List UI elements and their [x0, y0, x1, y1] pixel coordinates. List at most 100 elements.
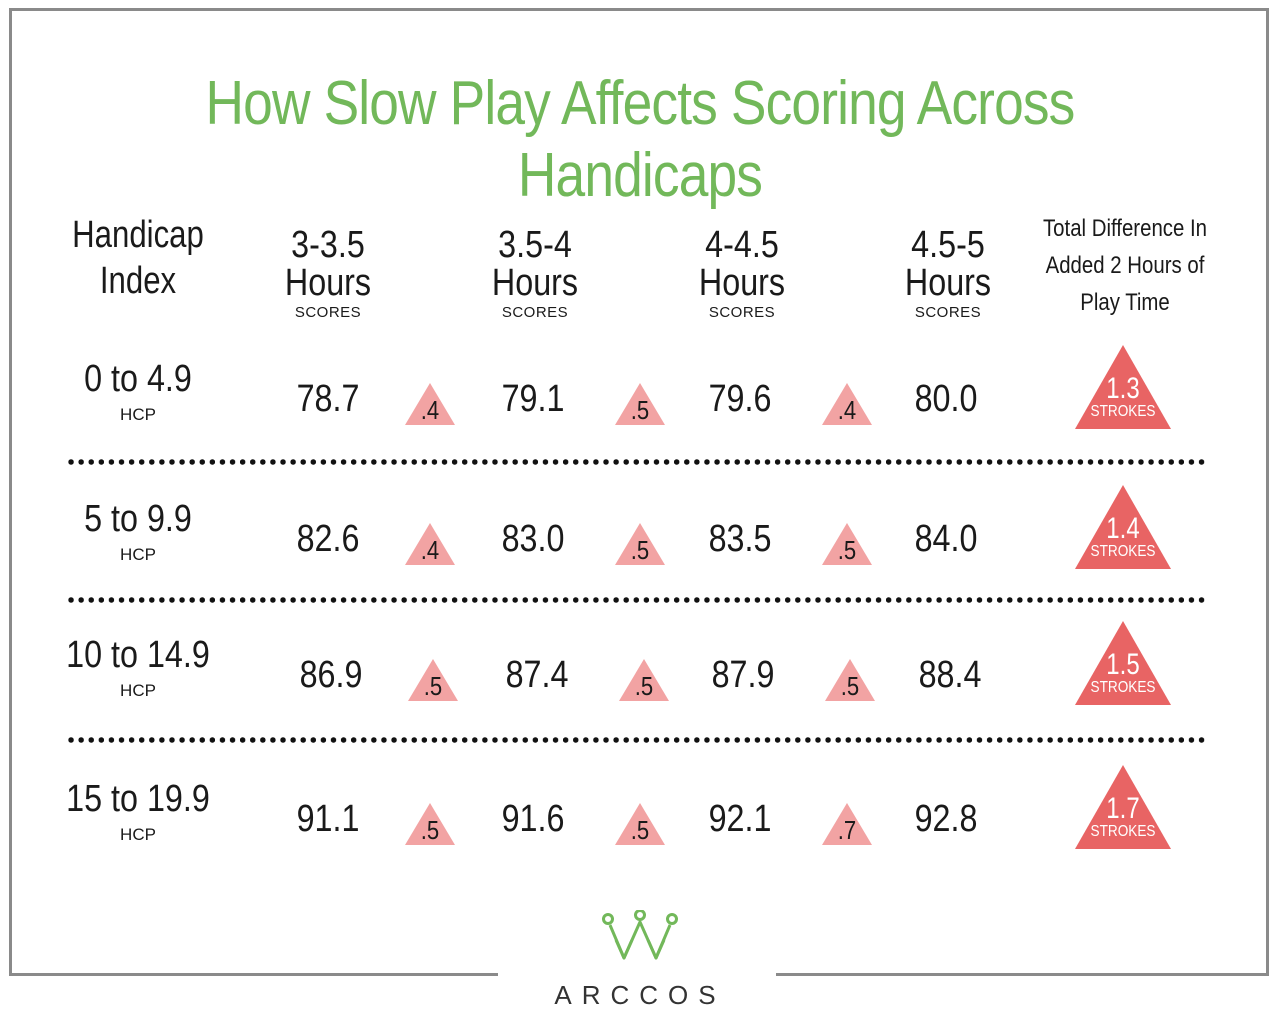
delta-value: .4 [420, 535, 440, 565]
header-col-range: 4-4.5 [705, 224, 779, 266]
handicap-range: 10 to 14.9 [66, 634, 210, 676]
row-divider [66, 737, 1208, 743]
table-row-15-19.9: 15 to 19.9 HCP 91.1 .5 91.6 .5 92.1 .7 9… [0, 765, 1280, 897]
table-row-10-14.9: 10 to 14.9 HCP 86.9 .5 87.4 .5 87.9 .5 8… [0, 621, 1280, 753]
score-cell: 92.1 [708, 798, 772, 840]
total-triangle: 1.5 STROKES [1075, 621, 1171, 705]
delta-value: .5 [630, 815, 650, 845]
handicap-range: 15 to 19.9 [66, 778, 210, 820]
header-total-difference: Total Difference In Added 2 Hours of Pla… [1042, 215, 1208, 316]
total-unit: STROKES [1090, 679, 1156, 696]
handicap-cell: 15 to 19.9 HCP [48, 777, 228, 849]
score-cell: 92.8 [914, 798, 978, 840]
delta-value: .5 [423, 671, 443, 701]
hcp-label: HCP [120, 405, 156, 424]
delta-triangle: .7 [820, 801, 874, 847]
delta-triangle: .5 [617, 657, 671, 703]
delta-triangle: .5 [613, 521, 667, 567]
header-handicap-index: Handicap Index [72, 214, 204, 302]
header-col-4: 4.5-5 Hours SCORES [858, 226, 1038, 324]
handicap-range: 0 to 4.9 [84, 358, 192, 400]
delta-triangle: .5 [823, 657, 877, 703]
header-col-unit: Hours [698, 262, 786, 304]
delta-value: .5 [840, 671, 860, 701]
header-col-sub: SCORES [294, 304, 362, 321]
page-title: How Slow Play Affects Scoring Across Han… [205, 69, 1076, 210]
row-divider [66, 459, 1208, 465]
header-col-range: 3.5-4 [498, 224, 572, 266]
frame-bottom-right [776, 973, 1269, 976]
header-col-unit: Hours [904, 262, 992, 304]
total-unit: STROKES [1090, 823, 1156, 840]
triangle-icon [1075, 621, 1171, 705]
header-col-range: 4.5-5 [911, 224, 985, 266]
header-col-sub: SCORES [708, 304, 776, 321]
triangle-icon [405, 803, 455, 845]
delta-value: .5 [420, 815, 440, 845]
triangle-icon [408, 659, 458, 701]
triangle-icon [1075, 485, 1171, 569]
handicap-cell: 0 to 4.9 HCP [48, 357, 228, 429]
score-cell: 82.6 [296, 518, 360, 560]
arccos-logo: ARCCOS [540, 908, 740, 1010]
score-cell: 79.1 [501, 378, 565, 420]
triangle-icon [822, 523, 872, 565]
row-divider [66, 597, 1208, 603]
triangle-icon [615, 383, 665, 425]
header-col-1: 3-3.5 Hours SCORES [238, 226, 418, 324]
total-value: 1.5 [1106, 648, 1140, 681]
delta-triangle: .5 [613, 801, 667, 847]
score-cell: 79.6 [708, 378, 772, 420]
score-cell: 91.1 [296, 798, 360, 840]
delta-value: .4 [420, 395, 440, 425]
triangle-icon [822, 803, 872, 845]
table-row-5-9.9: 5 to 9.9 HCP 82.6 .4 83.0 .5 83.5 .5 84.… [0, 485, 1280, 617]
header-col-3: 4-4.5 Hours SCORES [652, 226, 832, 324]
frame-bottom-left [9, 973, 498, 976]
total-value: 1.3 [1106, 372, 1140, 405]
total-value: 1.4 [1106, 512, 1140, 545]
total-unit: STROKES [1090, 543, 1156, 560]
outer-frame [9, 8, 1269, 976]
delta-triangle: .4 [820, 381, 874, 427]
delta-value: .7 [837, 815, 857, 845]
score-cell: 84.0 [914, 518, 978, 560]
score-cell: 88.4 [918, 654, 982, 696]
handicap-range: 5 to 9.9 [84, 498, 192, 540]
triangle-icon [405, 383, 455, 425]
delta-value: .5 [630, 395, 650, 425]
delta-triangle: .4 [403, 521, 457, 567]
triangle-icon [822, 383, 872, 425]
score-cell: 83.5 [708, 518, 772, 560]
hcp-label: HCP [120, 681, 156, 700]
triangle-icon [1075, 765, 1171, 849]
triangle-icon [615, 523, 665, 565]
delta-triangle: .5 [820, 521, 874, 567]
table-row-0-4.9: 0 to 4.9 HCP 78.7 .4 79.1 .5 79.6 .4 80.… [0, 345, 1280, 477]
triangle-icon [825, 659, 875, 701]
header-col-unit: Hours [284, 262, 372, 304]
total-triangle: 1.7 STROKES [1075, 765, 1171, 849]
triangle-icon [405, 523, 455, 565]
delta-triangle: .5 [406, 657, 460, 703]
score-cell: 87.4 [505, 654, 569, 696]
delta-value: .4 [837, 395, 857, 425]
triangle-icon [615, 803, 665, 845]
header-col-range: 3-3.5 [291, 224, 365, 266]
total-triangle: 1.3 STROKES [1075, 345, 1171, 429]
score-cell: 83.0 [501, 518, 565, 560]
hcp-label: HCP [120, 545, 156, 564]
header-col-2: 3.5-4 Hours SCORES [445, 226, 625, 324]
handicap-cell: 5 to 9.9 HCP [48, 497, 228, 569]
score-cell: 80.0 [914, 378, 978, 420]
header-col-sub: SCORES [501, 304, 569, 321]
header-col-unit: Hours [491, 262, 579, 304]
hcp-label: HCP [120, 825, 156, 844]
total-value: 1.7 [1106, 792, 1140, 825]
total-triangle: 1.4 STROKES [1075, 485, 1171, 569]
brand-name: ARCCOS [554, 980, 726, 1010]
delta-value: .5 [837, 535, 857, 565]
delta-value: .5 [634, 671, 654, 701]
score-cell: 87.9 [711, 654, 775, 696]
triangle-icon [619, 659, 669, 701]
